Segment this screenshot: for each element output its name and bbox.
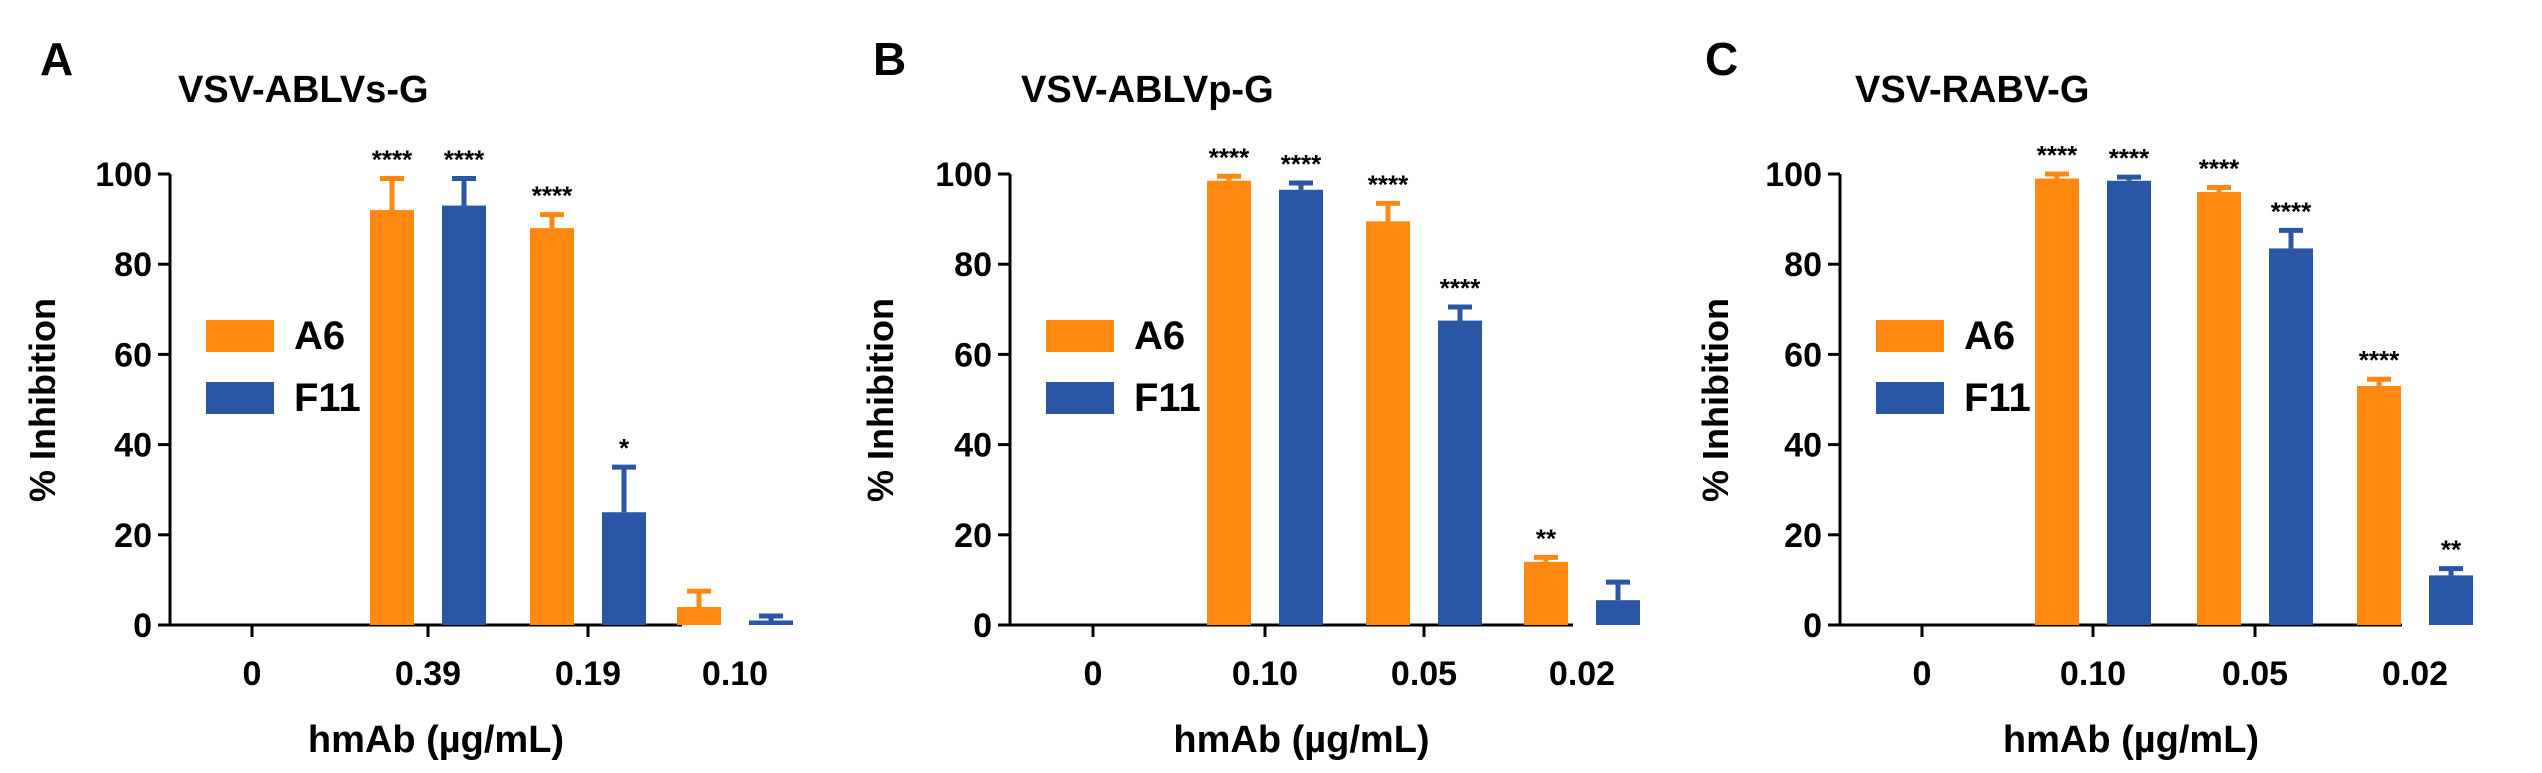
chart-panel-c: C VSV-RABV-G 0 20 40 60 80 100 % Inhibition 0 0.10… xyxy=(1695,33,2473,761)
bar-f11 xyxy=(749,620,793,625)
legend-swatch-f11 xyxy=(1046,382,1114,414)
y-axis-label: % Inhibition xyxy=(1695,298,1736,502)
x-axis-label: hmAb (µg/mL) xyxy=(1173,719,1429,761)
legend-swatch-f11 xyxy=(1876,382,1944,414)
bar-f11 xyxy=(442,205,486,625)
legend-swatch-a6 xyxy=(1876,320,1944,352)
significance-mark: **** xyxy=(372,145,413,175)
chart-panel-a: A VSV-ABLVs-G 0 20 40 60 80 100 % Inhibition 0 0.3… xyxy=(22,33,793,761)
legend-label: A6 xyxy=(294,314,345,358)
x-tick-label: 0.10 xyxy=(1232,655,1298,693)
panel-label: C xyxy=(1705,33,1738,85)
y-tick-label: 40 xyxy=(954,427,992,465)
bar-f11 xyxy=(602,512,646,625)
y-tick-label: 0 xyxy=(133,607,152,645)
bar-a6 xyxy=(677,606,721,625)
significance-mark: * xyxy=(619,433,630,463)
y-tick-label: 20 xyxy=(114,517,152,555)
chart-title: VSV-ABLVp-G xyxy=(1021,69,1274,111)
y-tick-label: 40 xyxy=(1784,427,1822,465)
bar-a6 xyxy=(1207,180,1251,625)
y-tick-label: 40 xyxy=(114,427,152,465)
x-tick-label: 0.02 xyxy=(2382,655,2448,693)
y-tick-label: 20 xyxy=(954,517,992,555)
x-tick-label: 0.19 xyxy=(555,655,621,693)
legend-swatch-a6 xyxy=(1046,320,1114,352)
significance-mark: **** xyxy=(1209,142,1250,172)
y-tick-label: 80 xyxy=(954,246,992,284)
significance-mark: ** xyxy=(2441,535,2462,565)
legend-label: A6 xyxy=(1134,314,1185,358)
significance-mark: **** xyxy=(2037,140,2078,170)
y-tick-label: 60 xyxy=(954,336,992,374)
chart-title: VSV-RABV-G xyxy=(1855,69,2089,111)
bar-f11 xyxy=(1596,600,1640,625)
bar-a6 xyxy=(2197,192,2241,626)
bar-a6 xyxy=(370,210,414,625)
y-tick-label: 0 xyxy=(973,607,992,645)
y-tick-label: 60 xyxy=(1784,336,1822,374)
x-tick-label: 0.05 xyxy=(2222,655,2288,693)
y-tick-label: 100 xyxy=(935,156,992,194)
legend-swatch-f11 xyxy=(206,382,274,414)
significance-mark: **** xyxy=(1440,273,1481,303)
bar-f11 xyxy=(2107,180,2151,625)
bar-a6 xyxy=(530,228,574,625)
legend-label: F11 xyxy=(1964,376,2031,420)
y-tick-label: 80 xyxy=(114,246,152,284)
significance-mark: **** xyxy=(2109,143,2150,173)
legend-label: F11 xyxy=(294,376,361,420)
y-tick-label: 100 xyxy=(95,156,152,194)
x-tick-label: 0 xyxy=(1084,655,1103,693)
x-tick-label: 0.10 xyxy=(702,655,768,693)
chart-panel-b: B VSV-ABLVp-G 0 20 40 60 80 100 % Inhibition 0 0.1… xyxy=(860,33,1640,761)
y-tick-label: 20 xyxy=(1784,517,1822,555)
y-tick-label: 80 xyxy=(1784,246,1822,284)
legend-label: F11 xyxy=(1134,376,1201,420)
significance-mark: **** xyxy=(532,181,573,211)
bar-a6 xyxy=(2035,178,2079,625)
significance-mark: **** xyxy=(2271,196,2312,226)
x-tick-label: 0.10 xyxy=(2060,655,2126,693)
legend-swatch-a6 xyxy=(206,320,274,352)
panel-label: A xyxy=(40,33,73,85)
significance-mark: ** xyxy=(1536,523,1557,553)
bar-f11 xyxy=(1438,320,1482,625)
significance-mark: **** xyxy=(444,145,485,175)
x-axis-label: hmAb (µg/mL) xyxy=(2003,719,2259,761)
x-tick-label: 0 xyxy=(1913,655,1932,693)
y-tick-label: 100 xyxy=(1765,156,1822,194)
chart-title: VSV-ABLVs-G xyxy=(178,69,429,111)
bar-a6 xyxy=(2357,385,2401,625)
x-tick-label: 0 xyxy=(243,655,262,693)
bar-f11 xyxy=(2429,575,2473,625)
significance-mark: **** xyxy=(2359,345,2400,375)
y-tick-label: 0 xyxy=(1803,607,1822,645)
y-axis-label: % Inhibition xyxy=(22,298,63,502)
significance-mark: **** xyxy=(1368,169,1409,199)
x-axis-label: hmAb (µg/mL) xyxy=(308,719,564,761)
x-tick-label: 0.05 xyxy=(1391,655,1457,693)
bar-f11 xyxy=(1279,189,1323,625)
x-tick-label: 0.39 xyxy=(395,655,461,693)
y-tick-label: 60 xyxy=(114,336,152,374)
bar-a6 xyxy=(1524,561,1568,625)
significance-mark: **** xyxy=(1281,149,1322,179)
legend-label: A6 xyxy=(1964,314,2015,358)
significance-mark: **** xyxy=(2199,154,2240,184)
y-axis-label: % Inhibition xyxy=(860,298,901,502)
bar-f11 xyxy=(2269,248,2313,626)
x-tick-label: 0.02 xyxy=(1549,655,1615,693)
panel-label: B xyxy=(873,33,906,85)
bar-a6 xyxy=(1366,221,1410,626)
